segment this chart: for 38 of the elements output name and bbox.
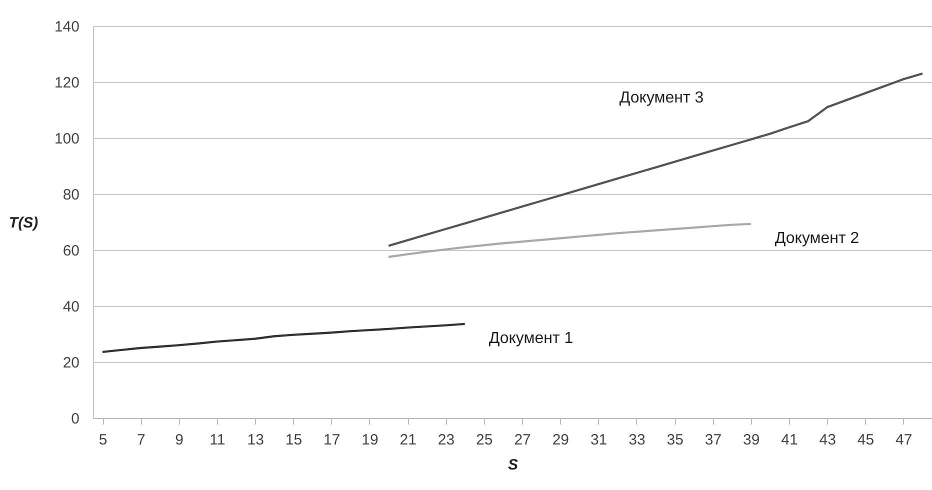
y-tick-label: 0 <box>71 410 80 428</box>
series-label: Документ 1 <box>488 330 574 347</box>
line-series <box>387 72 924 247</box>
x-tick-label: 39 <box>743 432 760 448</box>
y-axis-title: T(S) <box>8 214 38 232</box>
x-tick-label: 19 <box>362 432 378 448</box>
x-tick-label: 35 <box>666 432 684 448</box>
x-tick-label: 23 <box>438 432 455 448</box>
y-tick-label: 20 <box>62 354 80 372</box>
text: Документ 3 <box>619 89 704 106</box>
x-tick-label: 37 <box>704 432 722 448</box>
x-tick-label: 31 <box>590 432 608 448</box>
line-series <box>387 222 752 258</box>
x-tick-label: 33 <box>628 432 646 448</box>
y-tick-label: 80 <box>62 186 80 204</box>
x-tick-label: 13 <box>247 432 264 448</box>
x-tick-label: 21 <box>400 432 416 448</box>
y-tick-label: 120 <box>54 74 80 92</box>
x-tick-label: 15 <box>285 432 302 448</box>
x-tick-label: 17 <box>324 432 340 448</box>
x-tick-label: 25 <box>476 432 493 448</box>
y-tick-label: 100 <box>54 130 80 148</box>
x-tick-label: 7 <box>137 432 146 448</box>
x-tick-label: 29 <box>552 432 570 448</box>
series-label: Документ 2 <box>774 230 860 247</box>
x-tick-label: 47 <box>896 432 912 448</box>
x-tick-label: 45 <box>857 432 874 448</box>
x-tick-label: 11 <box>210 432 226 448</box>
x-axis-title: S <box>508 456 518 474</box>
x-tick-label: 43 <box>819 432 836 448</box>
line-series <box>101 322 466 354</box>
y-tick-label: 60 <box>62 242 80 260</box>
x-tick-label: 41 <box>781 432 798 448</box>
x-tick-label: 5 <box>98 432 108 448</box>
y-tick-label: 40 <box>62 298 80 316</box>
x-tick-label: 9 <box>175 432 184 448</box>
y-tick-label: 140 <box>54 18 80 36</box>
x-tick-label: 27 <box>514 432 531 448</box>
